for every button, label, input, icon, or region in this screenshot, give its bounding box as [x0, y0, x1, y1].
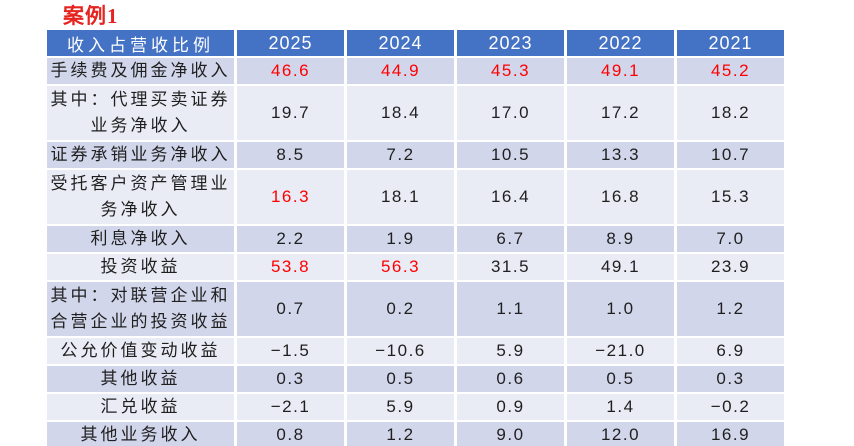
table-row: 其中：对联营企业和 合营企业的投资收益 0.7 0.2 1.1 1.0 1.2 [47, 282, 787, 338]
value-cell: 10.5 [457, 142, 567, 170]
row-label: 受托客户资产管理业 务净收入 [47, 170, 237, 226]
value-cell: 6.7 [457, 226, 567, 254]
table-row: 证券承销业务净收入 8.5 7.2 10.5 13.3 10.7 [47, 142, 787, 170]
value-cell: 16.9 [677, 422, 787, 446]
table-row: 汇兑收益 −2.1 5.9 0.9 1.4 −0.2 [47, 394, 787, 422]
value-cell: 12.0 [567, 422, 677, 446]
table-row: 其中：代理买卖证券 业务净收入 19.7 18.4 17.0 17.2 18.2 [47, 86, 787, 142]
table-row: 其他业务收入 0.8 1.2 9.0 12.0 16.9 [47, 422, 787, 446]
value-cell: 18.2 [677, 86, 787, 142]
column-header: 2021 [677, 30, 787, 58]
value-cell: 1.1 [457, 282, 567, 338]
table-row: 手续费及佣金净收入 46.6 44.9 45.3 49.1 45.2 [47, 58, 787, 86]
value-cell: 49.1 [567, 58, 677, 86]
row-label: 投资收益 [47, 254, 237, 282]
value-cell: 17.2 [567, 86, 677, 142]
table-row: 受托客户资产管理业 务净收入 16.3 18.1 16.4 16.8 15.3 [47, 170, 787, 226]
value-cell: 1.4 [567, 394, 677, 422]
row-label: 利息净收入 [47, 226, 237, 254]
value-cell: 49.1 [567, 254, 677, 282]
value-cell: 5.9 [347, 394, 457, 422]
value-cell: 8.5 [237, 142, 347, 170]
value-cell: 1.9 [347, 226, 457, 254]
value-cell: 0.9 [457, 394, 567, 422]
value-cell: 0.7 [237, 282, 347, 338]
value-cell: 16.8 [567, 170, 677, 226]
value-cell: 19.7 [237, 86, 347, 142]
value-cell: 16.4 [457, 170, 567, 226]
value-cell: 53.8 [237, 254, 347, 282]
value-cell: 1.0 [567, 282, 677, 338]
table-row: 投资收益 53.8 56.3 31.5 49.1 23.9 [47, 254, 787, 282]
value-cell: 56.3 [347, 254, 457, 282]
value-cell: 6.9 [677, 338, 787, 366]
value-cell: 5.9 [457, 338, 567, 366]
value-cell: 23.9 [677, 254, 787, 282]
value-cell: 31.5 [457, 254, 567, 282]
value-cell: 0.6 [457, 366, 567, 394]
value-cell: 8.9 [567, 226, 677, 254]
value-cell: 44.9 [347, 58, 457, 86]
row-label: 其中：对联营企业和 合营企业的投资收益 [47, 282, 237, 338]
column-header: 收入占营收比例 [47, 30, 237, 58]
value-cell: 13.3 [567, 142, 677, 170]
table-body: 手续费及佣金净收入 46.6 44.9 45.3 49.1 45.2 其中：代理买卖证券 业… [47, 58, 787, 446]
row-label: 证券承销业务净收入 [47, 142, 237, 170]
value-cell: 1.2 [677, 282, 787, 338]
value-cell: 0.3 [677, 366, 787, 394]
value-cell: 0.2 [347, 282, 457, 338]
value-cell: 45.2 [677, 58, 787, 86]
column-header: 2023 [457, 30, 567, 58]
value-cell: 18.4 [347, 86, 457, 142]
value-cell: 45.3 [457, 58, 567, 86]
table-row: 公允价值变动收益 −1.5 −10.6 5.9 −21.0 6.9 [47, 338, 787, 366]
value-cell: 7.0 [677, 226, 787, 254]
column-header: 2022 [567, 30, 677, 58]
value-cell: 2.2 [237, 226, 347, 254]
value-cell: 10.7 [677, 142, 787, 170]
value-cell: 46.6 [237, 58, 347, 86]
table-row: 其他收益 0.3 0.5 0.6 0.5 0.3 [47, 366, 787, 394]
row-label: 其中：代理买卖证券 业务净收入 [47, 86, 237, 142]
row-label: 其他收益 [47, 366, 237, 394]
value-cell: 1.2 [347, 422, 457, 446]
value-cell: 7.2 [347, 142, 457, 170]
value-cell: −1.5 [237, 338, 347, 366]
revenue-share-table: 收入占营收比例 2025 2024 2023 2022 2021 手续费及佣金净收入 46.… [47, 30, 787, 446]
table-header: 收入占营收比例 2025 2024 2023 2022 2021 [47, 30, 787, 58]
value-cell: 16.3 [237, 170, 347, 226]
row-label: 汇兑收益 [47, 394, 237, 422]
value-cell: 18.1 [347, 170, 457, 226]
value-cell: −10.6 [347, 338, 457, 366]
row-label: 手续费及佣金净收入 [47, 58, 237, 86]
value-cell: 0.3 [237, 366, 347, 394]
page-title: 案例1 [63, 4, 119, 28]
value-cell: 9.0 [457, 422, 567, 446]
value-cell: −21.0 [567, 338, 677, 366]
value-cell: 0.8 [237, 422, 347, 446]
row-label: 公允价值变动收益 [47, 338, 237, 366]
column-header: 2025 [237, 30, 347, 58]
value-cell: −0.2 [677, 394, 787, 422]
value-cell: 17.0 [457, 86, 567, 142]
column-header: 2024 [347, 30, 457, 58]
table-row: 利息净收入 2.2 1.9 6.7 8.9 7.0 [47, 226, 787, 254]
value-cell: 15.3 [677, 170, 787, 226]
value-cell: 0.5 [567, 366, 677, 394]
value-cell: 0.5 [347, 366, 457, 394]
value-cell: −2.1 [237, 394, 347, 422]
header-row: 收入占营收比例 2025 2024 2023 2022 2021 [47, 30, 787, 58]
row-label: 其他业务收入 [47, 422, 237, 446]
